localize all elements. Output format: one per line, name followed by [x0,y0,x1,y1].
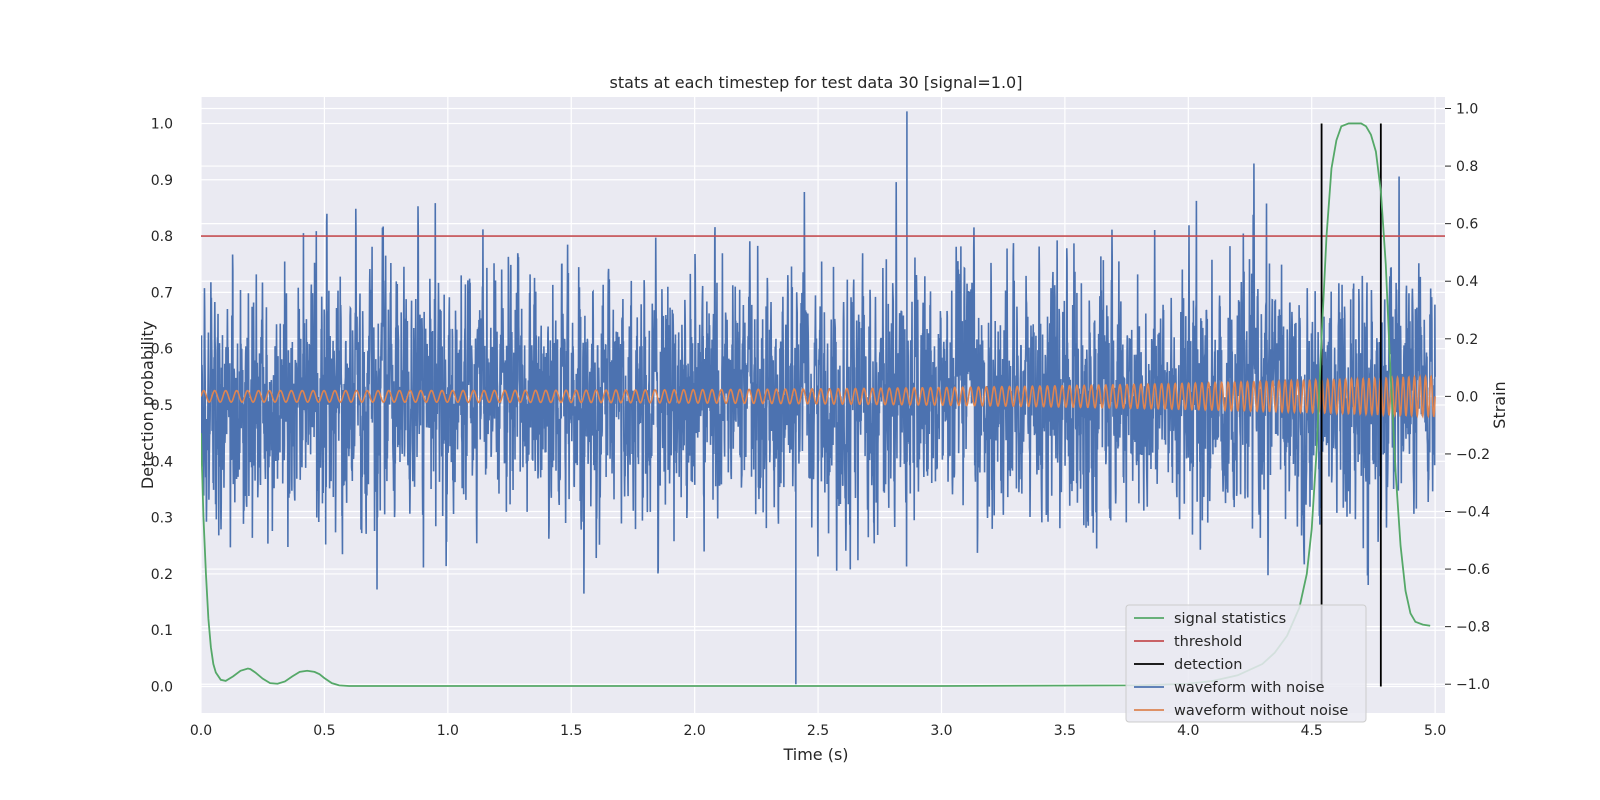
y2-axis-label: Strain [1490,381,1509,428]
x-tick-label: 0.0 [190,723,212,739]
y-tick-label: 0.4 [151,454,173,470]
y2-tick-label: −0.2 [1456,447,1490,463]
x-tick-label: 4.5 [1301,723,1323,739]
series-waveform-without-noise [201,373,1436,419]
y-tick-label: 0.3 [151,511,173,527]
legend: signal statistics threshold detection wavef… [1125,604,1367,723]
y-tick-label: 0.6 [151,342,173,358]
y2-tick-label: 1.0 [1456,102,1478,118]
y2-tick-label: −0.6 [1456,562,1490,578]
y-axis-label: Detection probability [138,321,157,489]
x-tick-label: 2.5 [807,723,829,739]
legend-label: waveform without noise [1174,703,1348,719]
legend-label: waveform with noise [1174,680,1325,696]
legend-box [1125,604,1367,723]
x-tick-label: 1.5 [560,723,582,739]
chart-title: stats at each timestep for test data 30 … [610,73,1023,92]
legend-label: threshold [1174,634,1242,650]
legend-label: detection [1174,657,1242,673]
y2-tick-label: 0.6 [1456,217,1478,233]
y2-tick-label: −0.8 [1456,620,1490,636]
y-tick-label: 0.1 [151,623,173,639]
y-tick-label: 0.0 [151,680,173,696]
y-tick-label: 0.7 [151,285,173,301]
y2-tick-label: −0.4 [1456,505,1490,521]
y2-tick-label: 0.8 [1456,159,1478,175]
x-tick-label: 5.0 [1424,723,1446,739]
x-tick-label: 3.0 [930,723,952,739]
x-tick-label: 1.0 [437,723,459,739]
y2-tick-label: 0.2 [1456,332,1478,348]
x-tick-label: 0.5 [313,723,335,739]
y2-tick-label: 0.0 [1456,389,1478,405]
y-tick-label: 0.9 [151,173,173,189]
x-tick-label: 2.0 [684,723,706,739]
y-tick-label: 0.5 [151,398,173,414]
y2-tick-label: 0.4 [1456,274,1478,290]
x-tick-label: 4.0 [1177,723,1199,739]
series-waveform-with-noise [201,111,1436,685]
series-signal-statistics [201,122,1431,687]
legend-label: signal statistics [1174,611,1286,627]
y-tick-label: 1.0 [151,116,173,132]
x-axis-label: Time (s) [782,745,848,764]
y-tick-label: 0.2 [151,567,173,583]
y2-tick-label: −1.0 [1456,677,1490,693]
x-tick-label: 3.5 [1054,723,1076,739]
y-tick-label: 0.8 [151,229,173,245]
